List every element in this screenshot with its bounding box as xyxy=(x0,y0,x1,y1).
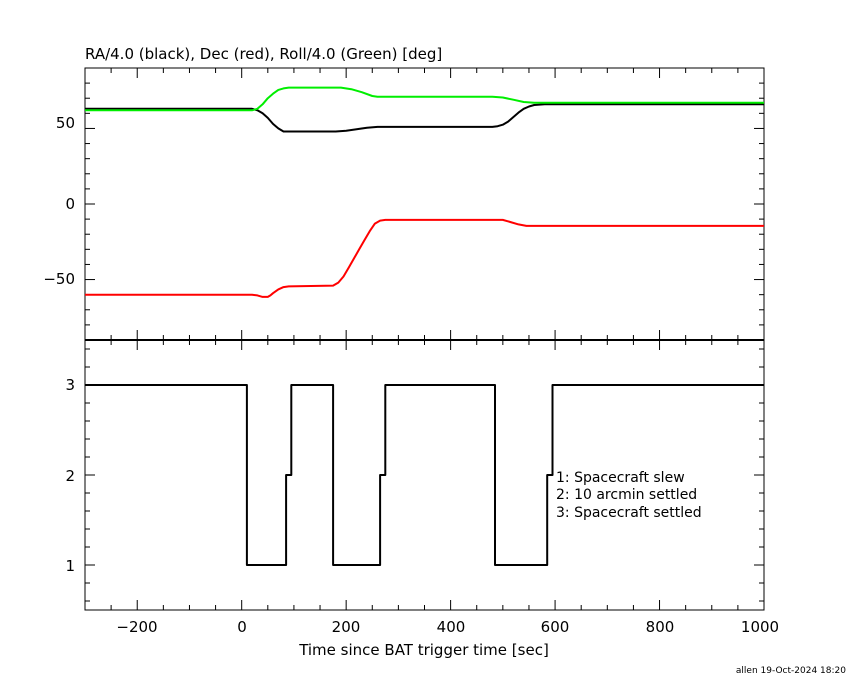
series-roll-4-0-line xyxy=(85,86,764,112)
bottom-panel-y-tick-labels: 3 2 1 xyxy=(65,376,75,575)
x-tick-labels: −200 0 200 400 600 800 1000 xyxy=(116,618,779,636)
bottom-panel-ticks xyxy=(84,340,765,610)
top-y-tick-label-50: 50 xyxy=(56,114,75,132)
top-panel-series xyxy=(85,86,764,298)
x-axis-label: Time since BAT trigger time [sec] xyxy=(298,641,549,659)
series-ra-4-0-line xyxy=(85,103,764,133)
series-settling-status-line xyxy=(85,384,764,566)
top-panel-y-tick-labels: 50 0 −50 xyxy=(43,114,75,288)
legend-item-10-arcmin-settled: 2: 10 arcmin settled xyxy=(556,487,697,503)
series-dec-line xyxy=(85,218,764,298)
x-tick-label-200: 200 xyxy=(332,618,361,636)
x-tick-label-400: 400 xyxy=(437,618,466,636)
bottom-panel-series xyxy=(85,384,764,566)
bottom-y-tick-label-2: 2 xyxy=(65,467,75,485)
bottom-y-tick-label-1: 1 xyxy=(65,557,75,575)
x-tick-label-800: 800 xyxy=(646,618,675,636)
top-y-tick-label-minus-50: −50 xyxy=(43,270,75,288)
attitude-panel: RA/4.0 (black), Dec (red), Roll/4.0 (Gre… xyxy=(43,45,765,341)
top-y-tick-label-0: 0 xyxy=(65,195,75,213)
top-panel-title: RA/4.0 (black), Dec (red), Roll/4.0 (Gre… xyxy=(85,45,442,63)
status-legend: 1: Spacecraft slew 2: 10 arcmin settled … xyxy=(556,470,702,521)
x-tick-label-600: 600 xyxy=(541,618,570,636)
x-tick-label-0: 0 xyxy=(237,618,247,636)
x-tick-label-minus-200: −200 xyxy=(116,618,157,636)
legend-item-slew: 1: Spacecraft slew xyxy=(556,470,685,486)
settle-status-panel: 3 2 1 −200 0 200 400 600 800 1000 Time s… xyxy=(65,339,779,659)
legend-item-settled: 3: Spacecraft settled xyxy=(556,505,702,521)
x-tick-label-1000: 1000 xyxy=(741,618,779,636)
bottom-y-tick-label-3: 3 xyxy=(65,376,75,394)
footer-stamp: allen 19-Oct-2024 18:20 xyxy=(736,666,846,676)
